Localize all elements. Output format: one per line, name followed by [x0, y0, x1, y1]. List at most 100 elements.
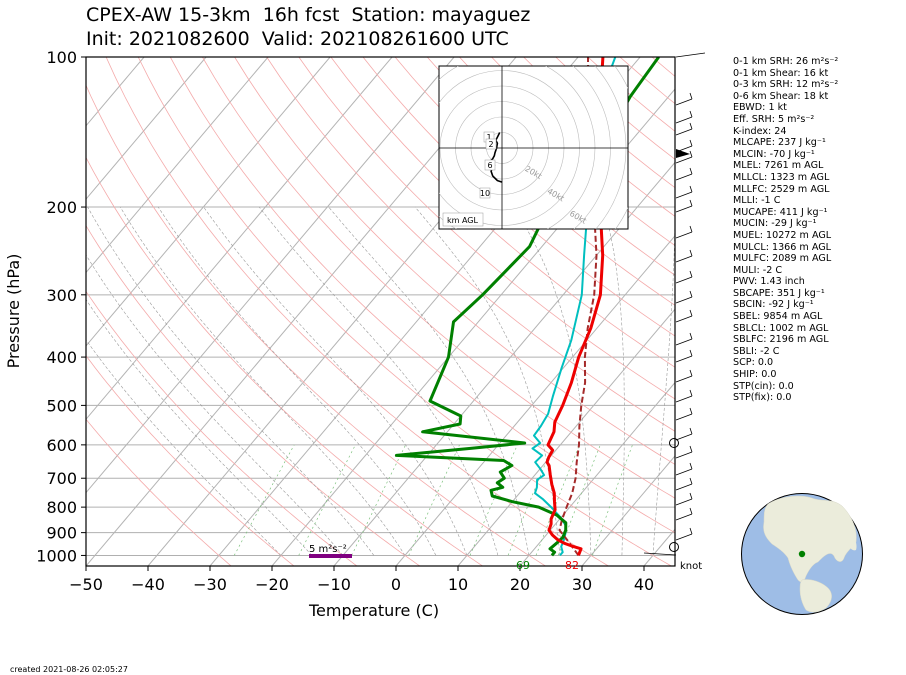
dewpoint-profile: [394, 57, 660, 557]
dry-adiabat: [105, 57, 609, 566]
moist-adiabat: [258, 206, 499, 556]
wind-barb: [675, 92, 693, 106]
hodograph-trace: [490, 132, 503, 183]
y-tick-label: 100: [46, 48, 77, 67]
hodograph-height-label: 1: [486, 133, 491, 142]
wind-barb: [675, 249, 693, 263]
sounding-profiles: [394, 57, 660, 557]
created-timestamp: created 2021-08-26 02:05:27: [10, 665, 128, 674]
wind-barb: [675, 477, 693, 491]
dry-adiabat: [86, 156, 483, 566]
param-line: 0-1 km SRH: 26 m²s⁻²: [733, 56, 839, 67]
mixing-ratio-line: [351, 444, 406, 556]
param-line: MULI: -2 C: [733, 264, 783, 276]
param-line: MUCIN: -29 J kg⁻¹: [733, 218, 817, 230]
wind-barb: [675, 110, 693, 124]
x-tick-label: 10: [448, 575, 468, 594]
wind-barb: [675, 445, 693, 459]
wind-barb: [675, 507, 693, 521]
moist-adiabat: [86, 298, 313, 556]
dry-adiabat: [86, 418, 232, 566]
wind-barb: [643, 552, 677, 556]
isotherm-line: [86, 57, 269, 274]
moist-adiabat: [603, 206, 625, 556]
y-tick-label: 200: [46, 198, 77, 217]
x-tick-label: −10: [317, 575, 351, 594]
hodograph-frame: [438, 65, 629, 230]
x-tick-label: 40: [634, 575, 654, 594]
y-tick-label: 1000: [36, 546, 77, 565]
param-line: SBCIN: -92 J kg⁻¹: [733, 299, 814, 311]
isotherm-line: [457, 308, 675, 566]
x-tick-label: −20: [255, 575, 289, 594]
dry-adiabat: [169, 57, 675, 534]
europe-africa-edge: [846, 532, 857, 551]
mixing-ratio-line: [408, 444, 460, 556]
y-tick-label: 500: [46, 396, 77, 415]
dry-adiabat: [202, 57, 675, 499]
moist-adiabat: [157, 206, 437, 556]
calm-wind-marker: [669, 438, 679, 448]
dry-adiabat: [86, 224, 421, 566]
param-line: 0-1 km Shear: 16 kt: [733, 67, 829, 79]
dry-adiabat: [234, 57, 675, 465]
x-tick-label: −30: [193, 575, 227, 594]
sounding-parameters: 0-1 km SRH: 26 m²s⁻² 0-1 km Shear: 16 kt 0…: [733, 57, 838, 405]
dry-adiabat: [362, 57, 675, 337]
wind-barb: [675, 332, 693, 346]
param-line: SBLCL: 1002 m AGL: [733, 322, 829, 334]
hodograph-height-label: 2: [488, 140, 493, 149]
moist-adiabat: [119, 206, 406, 556]
km-agl-legend: km AGL: [447, 216, 479, 225]
param-line: MUEL: 10272 m AGL: [733, 229, 832, 241]
moist-adiabat: [652, 206, 675, 556]
param-line: SBCAPE: 351 J kg⁻¹: [733, 287, 825, 299]
dry-adiabat: [86, 84, 546, 566]
wind-unit-label: knot: [680, 561, 702, 572]
param-line: MLEL: 7261 m AGL: [733, 160, 824, 172]
dry-adiabat: [86, 290, 358, 566]
moist-adiabat: [513, 206, 592, 556]
height-label-box: [484, 159, 496, 171]
wind-barb: [675, 492, 693, 506]
wind-barb: [675, 122, 693, 136]
param-line: STP(cin): 0.0: [733, 380, 794, 392]
param-line: MLLI: -1 C: [733, 195, 781, 207]
wind-barb: [675, 52, 706, 58]
dry-adiabat: [426, 57, 675, 276]
station-marker: [798, 550, 806, 558]
calm-wind-marker: [669, 542, 679, 552]
param-line: SBEL: 9854 m AGL: [733, 311, 823, 323]
param-line: 0-6 km Shear: 18 kt: [733, 90, 829, 102]
param-line: MUCAPE: 411 J kg⁻¹: [733, 206, 828, 218]
moist-adiabat: [203, 206, 468, 556]
x-tick-label: 30: [572, 575, 592, 594]
dry-adiabat: [330, 57, 675, 368]
y-tick-label: 400: [46, 348, 77, 367]
param-line: SCP: 0.0: [733, 357, 774, 369]
dry-adiabat: [266, 57, 675, 432]
north-america-landmass: [763, 495, 857, 583]
srh-label: 5 m²s⁻²: [309, 544, 347, 555]
wind-barb: [675, 290, 693, 304]
param-line: MLLCL: 1323 m AGL: [733, 171, 830, 183]
y-axis-label: Pressure (hPa): [4, 254, 23, 369]
wind-barb: [675, 150, 693, 164]
param-line: SHIP: 0.0: [733, 369, 777, 381]
south-america-landmass: [799, 579, 832, 613]
surface-dewpoint-label: 69: [516, 559, 530, 572]
wind-barb: [675, 199, 693, 213]
isotherm-line: [519, 381, 675, 566]
mixing-ratio-line: [233, 444, 295, 556]
mixing-ratio-line: [298, 444, 356, 556]
param-line: Eff. SRH: 5 m²s⁻²: [733, 113, 815, 125]
param-line: 0-3 km SRH: 12 m²s⁻²: [733, 79, 839, 91]
y-tick-label: 300: [46, 286, 77, 305]
axes: −50 −40 −30 −20 −10 0 10 20 30 40 100 200 300 400 500 6…: [36, 48, 654, 594]
wind-barb: [675, 462, 693, 476]
moist-adiabat: [86, 254, 344, 556]
param-line: STP(fix): 0.0: [733, 392, 792, 404]
dry-adiabat: [298, 57, 675, 400]
